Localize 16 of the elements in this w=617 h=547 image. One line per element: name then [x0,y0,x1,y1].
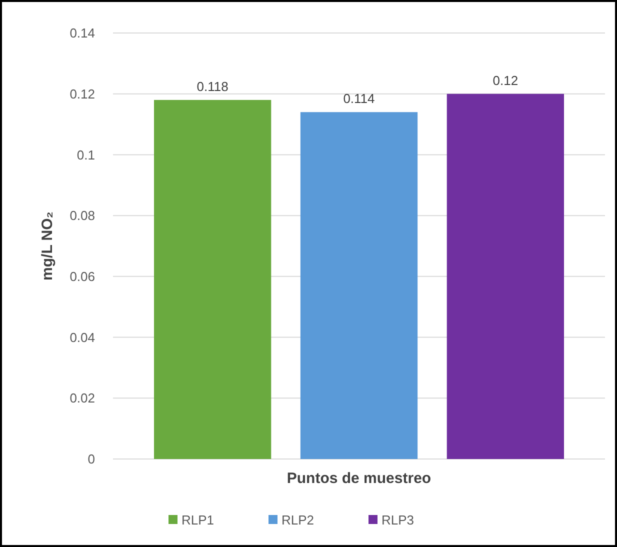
legend-label: RLP2 [282,512,314,528]
y-tick-label: 0.12 [70,86,95,102]
y-tick-label: 0.1 [76,147,95,162]
y-tick-label: 0.06 [70,268,95,284]
y-tick-label: 0.04 [70,330,95,345]
y-tick-label: 0.14 [70,26,95,41]
y-tick-label: 0.08 [70,208,95,224]
y-axis-title: mg/L NO₂ [39,212,56,280]
x-axis-title: Puntos de muestreo [286,470,432,487]
y-tick-label: 0.02 [70,390,95,406]
legend-label: RLP1 [182,512,214,528]
data-label: 0.114 [343,91,375,106]
legend-label: RLP3 [382,512,414,528]
y-tick-label: 0 [88,452,95,467]
data-label: 0.12 [492,72,518,88]
data-label: 0.118 [196,78,228,94]
